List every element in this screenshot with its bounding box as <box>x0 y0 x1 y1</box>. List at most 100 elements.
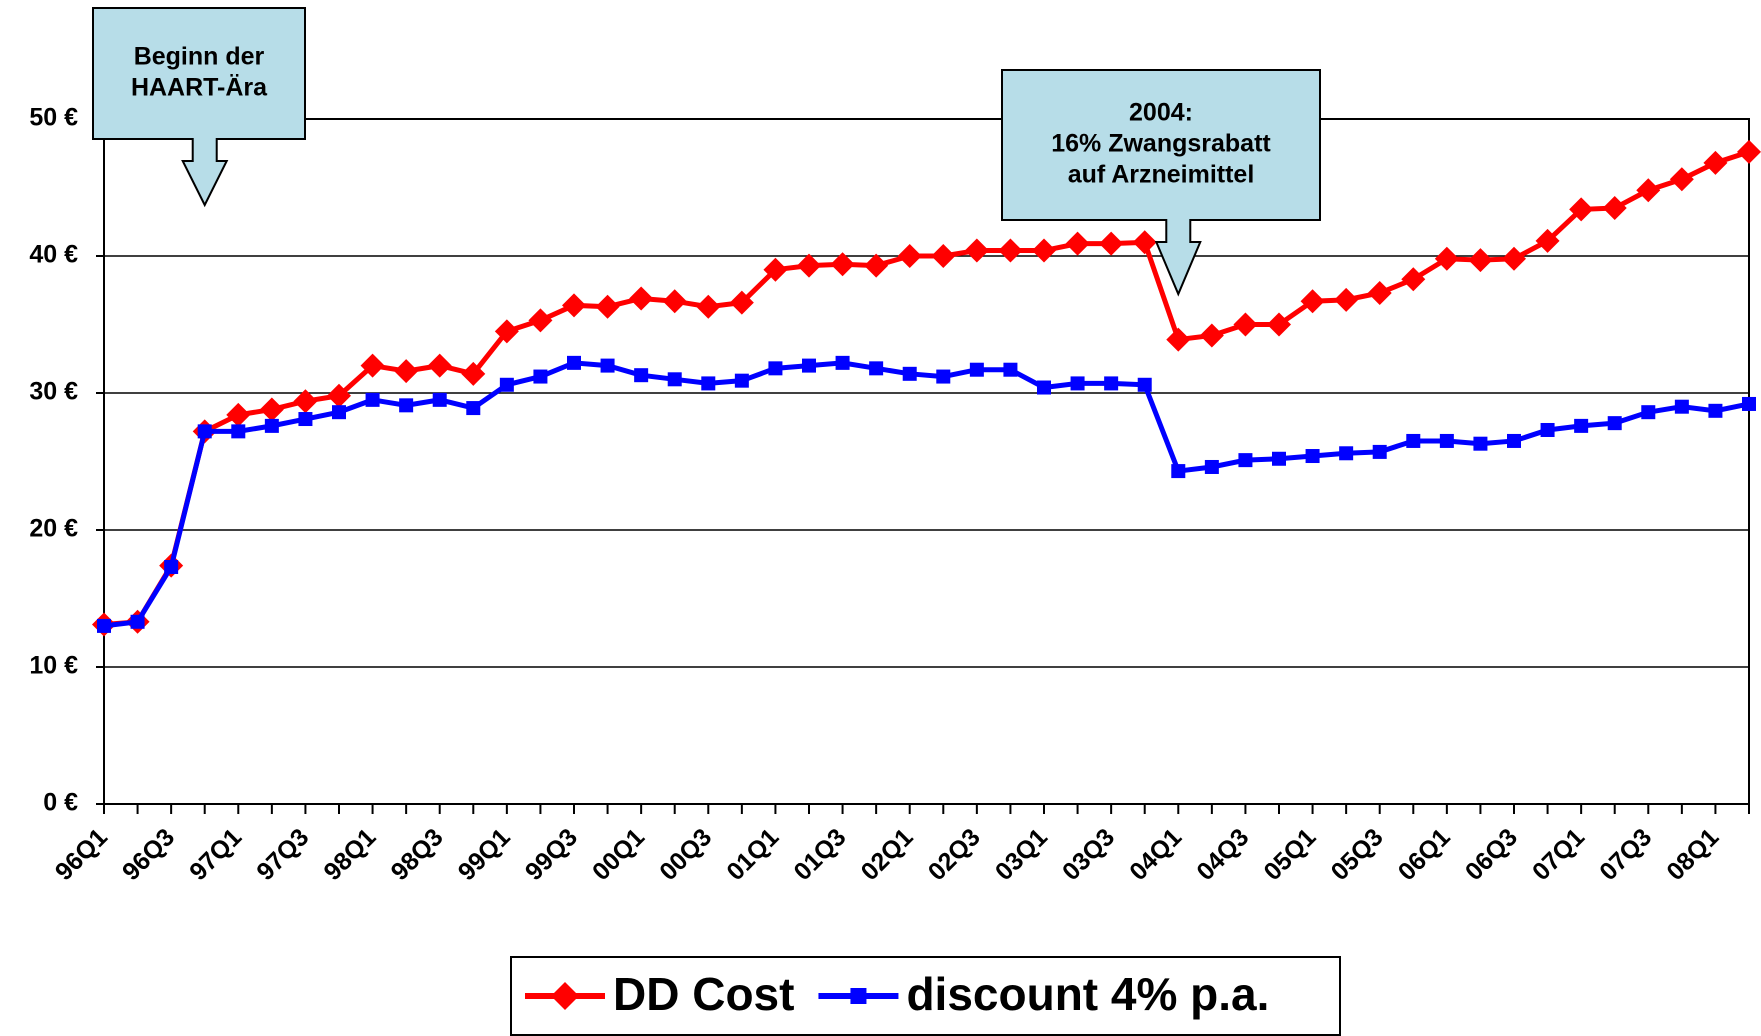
x-tick-label: 96Q3 <box>117 823 180 886</box>
marker <box>1703 150 1728 175</box>
marker <box>662 289 687 314</box>
marker <box>864 253 889 278</box>
marker <box>1037 380 1051 395</box>
marker <box>427 353 452 378</box>
marker <box>1300 289 1325 314</box>
marker <box>461 361 486 386</box>
marker <box>902 366 917 381</box>
marker <box>1132 230 1157 255</box>
x-tick-label: 98Q1 <box>318 823 381 886</box>
marker <box>1535 228 1560 253</box>
marker <box>835 355 850 370</box>
x-tick-label: 05Q1 <box>1258 823 1321 886</box>
marker <box>634 368 649 383</box>
x-tick-label: 07Q3 <box>1594 823 1657 886</box>
marker <box>1070 376 1085 391</box>
marker <box>802 358 816 373</box>
marker <box>1737 139 1761 164</box>
marker <box>365 392 380 407</box>
callout <box>92 7 306 208</box>
marker <box>701 376 716 391</box>
marker <box>1003 362 1018 377</box>
marker <box>1439 433 1454 448</box>
marker <box>696 294 721 319</box>
marker <box>494 319 519 344</box>
marker <box>1574 418 1589 433</box>
marker <box>629 286 654 311</box>
marker <box>1104 376 1119 391</box>
marker <box>797 253 821 278</box>
marker <box>1406 433 1421 448</box>
x-tick-label: 07Q1 <box>1527 823 1590 886</box>
marker <box>164 559 179 574</box>
annotation-text: Beginn der <box>134 43 265 71</box>
marker <box>931 244 956 268</box>
marker <box>1468 248 1493 273</box>
marker <box>964 238 989 263</box>
x-tick-label: 03Q1 <box>990 823 1053 886</box>
marker <box>1065 231 1090 256</box>
marker <box>332 405 346 420</box>
marker <box>1507 433 1521 448</box>
x-tick-label: 00Q3 <box>654 823 717 886</box>
marker <box>734 373 749 388</box>
x-tick-label: 06Q1 <box>1393 823 1456 886</box>
x-tick-label: 04Q1 <box>1124 823 1187 886</box>
x-tick-label: 06Q3 <box>1460 823 1523 886</box>
marker <box>394 359 419 384</box>
marker <box>1434 246 1459 271</box>
marker <box>897 244 922 268</box>
marker <box>1272 451 1286 466</box>
x-tick-label: 02Q3 <box>923 823 986 886</box>
x-tick-label: 02Q1 <box>856 823 919 886</box>
marker <box>327 383 351 408</box>
marker <box>1602 196 1627 221</box>
legend-marker <box>551 982 579 1010</box>
marker <box>969 362 984 377</box>
marker <box>1233 312 1258 337</box>
x-tick-label: 98Q3 <box>386 823 449 886</box>
legend-label: discount 4% p.a. <box>906 968 1269 1020</box>
marker <box>1238 453 1253 468</box>
marker <box>466 401 481 416</box>
marker <box>231 424 246 439</box>
marker <box>562 293 586 318</box>
x-tick-label: 03Q3 <box>1057 823 1120 886</box>
series-line <box>103 360 1750 629</box>
marker <box>1199 323 1224 348</box>
x-tick-label: 97Q1 <box>184 823 247 886</box>
x-tick-label: 04Q3 <box>1191 823 1254 886</box>
x-tick-label: 08Q1 <box>1661 823 1724 886</box>
annotation-text: 2004: <box>1129 99 1193 127</box>
marker <box>1032 238 1056 263</box>
marker <box>1641 405 1656 420</box>
x-tick-label: 01Q1 <box>721 823 784 886</box>
callout <box>1001 69 1321 297</box>
marker <box>567 355 581 370</box>
marker <box>1708 403 1723 418</box>
marker <box>1267 312 1291 337</box>
x-tick-label: 96Q1 <box>50 823 113 886</box>
legend-label: DD Cost <box>613 968 794 1020</box>
marker <box>97 618 111 633</box>
marker <box>130 614 145 629</box>
x-tick-label: 97Q3 <box>251 823 314 886</box>
marker <box>533 369 548 384</box>
marker <box>1372 444 1387 459</box>
marker <box>1607 416 1622 431</box>
marker <box>197 424 212 439</box>
x-tick-label: 99Q3 <box>520 823 583 886</box>
marker <box>1171 464 1186 479</box>
marker <box>1473 436 1488 451</box>
marker <box>763 257 788 282</box>
annotation-text: HAART-Ära <box>131 74 268 102</box>
legend-marker <box>850 988 867 1004</box>
marker <box>1401 267 1426 292</box>
marker <box>1334 287 1359 312</box>
x-tick-label: 99Q1 <box>453 823 516 886</box>
x-tick-label: 00Q1 <box>587 823 650 886</box>
marker <box>768 361 783 376</box>
marker <box>298 412 313 427</box>
